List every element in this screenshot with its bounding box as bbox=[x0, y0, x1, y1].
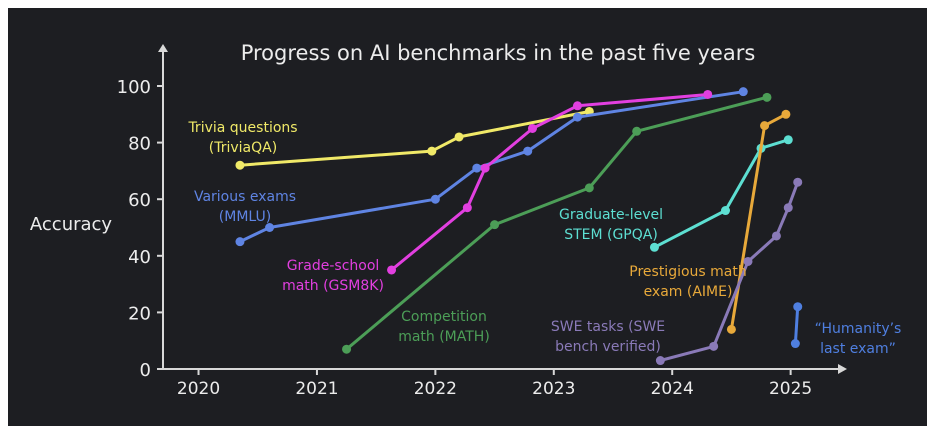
data-point bbox=[760, 121, 770, 131]
data-point bbox=[342, 344, 352, 354]
series-gpqa bbox=[649, 135, 793, 252]
data-point bbox=[790, 339, 800, 349]
series-label: “Humanity’s bbox=[815, 321, 902, 337]
x-tick-label: 2021 bbox=[295, 379, 338, 399]
data-point bbox=[235, 237, 245, 247]
data-point bbox=[462, 203, 472, 213]
benchmark-progress-chart: Progress on AI benchmarks in the past fi… bbox=[30, 41, 901, 399]
series-line bbox=[653, 138, 789, 249]
series-layer bbox=[235, 87, 803, 366]
data-point bbox=[572, 101, 582, 111]
axes: 0 20 40 60 80 100 2020 2021 2022 2023 2024 2025 bbox=[117, 44, 847, 399]
data-point bbox=[783, 203, 793, 213]
y-tick-label: 60 bbox=[128, 190, 151, 211]
data-point bbox=[480, 163, 490, 173]
series-line bbox=[390, 93, 708, 272]
data-point bbox=[430, 194, 440, 204]
series-line bbox=[239, 90, 744, 243]
data-point bbox=[572, 112, 582, 122]
data-point bbox=[655, 356, 665, 366]
series-mmlu bbox=[235, 87, 748, 247]
data-point bbox=[649, 242, 659, 252]
data-point bbox=[738, 87, 748, 97]
y-axis-arrow bbox=[158, 44, 168, 52]
series-label: (MMLU) bbox=[219, 209, 271, 225]
data-point bbox=[703, 89, 713, 99]
series-label: Graduate-level bbox=[559, 207, 663, 223]
data-point bbox=[709, 341, 719, 351]
series-line bbox=[239, 110, 590, 167]
data-point bbox=[783, 135, 793, 145]
series-label: bench verified) bbox=[555, 339, 661, 355]
y-tick-label: 40 bbox=[128, 247, 151, 268]
series-line bbox=[793, 306, 800, 344]
data-point bbox=[762, 92, 772, 102]
data-point bbox=[527, 123, 537, 133]
series-label: math (MATH) bbox=[398, 329, 490, 345]
data-point bbox=[781, 109, 791, 119]
series-label: Various exams bbox=[194, 189, 296, 205]
series-labels: Trivia questions (TriviaQA) Various exams (… bbox=[187, 120, 901, 357]
data-point bbox=[793, 177, 803, 187]
series-line bbox=[660, 181, 800, 362]
series-label: exam (AIME) bbox=[644, 284, 733, 300]
data-point bbox=[523, 146, 533, 156]
x-tick-label: 2023 bbox=[532, 379, 575, 399]
y-tick-label: 100 bbox=[117, 77, 151, 98]
series-label: Grade-school bbox=[287, 258, 380, 274]
y-tick-label: 0 bbox=[140, 360, 151, 381]
data-point bbox=[632, 126, 642, 136]
chart-title: Progress on AI benchmarks in the past fi… bbox=[241, 41, 756, 65]
data-point bbox=[771, 231, 781, 241]
x-axis-arrow bbox=[838, 364, 847, 374]
series-gsm8k bbox=[387, 89, 713, 275]
y-tick-label: 20 bbox=[128, 303, 151, 324]
y-tick-label: 80 bbox=[128, 134, 151, 155]
data-point bbox=[387, 265, 397, 275]
data-point bbox=[265, 223, 275, 232]
data-point bbox=[427, 146, 437, 156]
series-label: STEM (GPQA) bbox=[564, 227, 658, 243]
x-tick-label: 2022 bbox=[414, 379, 457, 399]
series-humanity-s-last-exam bbox=[790, 302, 803, 349]
series-label: SWE tasks (SWE bbox=[551, 319, 665, 335]
x-tick-label: 2025 bbox=[769, 379, 812, 399]
series-triviaqa bbox=[235, 106, 594, 170]
data-point bbox=[490, 220, 500, 230]
series-label: Trivia questions bbox=[187, 120, 297, 136]
series-label: Prestigious math bbox=[629, 264, 746, 280]
series-math bbox=[342, 92, 772, 354]
data-point bbox=[235, 160, 245, 170]
y-axis-label: Accuracy bbox=[30, 214, 113, 235]
series-label: (TriviaQA) bbox=[209, 140, 277, 156]
data-point bbox=[454, 132, 464, 142]
series-swe-bench-verified bbox=[655, 177, 803, 366]
data-point bbox=[721, 206, 730, 216]
data-point bbox=[726, 324, 736, 334]
series-label: math (GSM8K) bbox=[282, 278, 384, 294]
data-point bbox=[743, 256, 753, 266]
series-label: last exam” bbox=[820, 341, 896, 357]
series-label: Competition bbox=[401, 309, 487, 325]
x-tick-label: 2020 bbox=[177, 379, 220, 399]
data-point bbox=[793, 302, 803, 312]
series-aime bbox=[726, 109, 791, 334]
data-point bbox=[584, 183, 594, 193]
x-tick-label: 2024 bbox=[651, 379, 694, 399]
data-point bbox=[472, 163, 482, 173]
chart-background bbox=[8, 8, 927, 426]
